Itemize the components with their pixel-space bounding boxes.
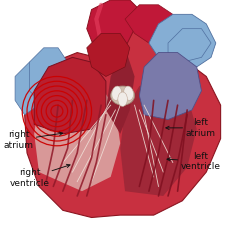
Polygon shape <box>34 76 120 191</box>
Polygon shape <box>30 48 68 100</box>
Text: left
ventricle: left ventricle <box>167 152 220 171</box>
Ellipse shape <box>112 86 122 100</box>
Polygon shape <box>25 19 220 217</box>
Ellipse shape <box>124 86 134 100</box>
Polygon shape <box>168 29 211 62</box>
Polygon shape <box>87 33 130 76</box>
Ellipse shape <box>118 92 128 106</box>
Text: right
ventricle: right ventricle <box>10 164 70 188</box>
Polygon shape <box>125 5 178 43</box>
Polygon shape <box>106 48 134 134</box>
Polygon shape <box>120 81 197 196</box>
Polygon shape <box>34 57 106 134</box>
Polygon shape <box>149 14 216 67</box>
Text: right
atrium: right atrium <box>4 130 63 150</box>
Polygon shape <box>15 62 58 115</box>
Polygon shape <box>87 0 139 53</box>
Polygon shape <box>139 53 202 120</box>
Ellipse shape <box>111 86 134 105</box>
Text: left
atrium: left atrium <box>166 118 215 138</box>
